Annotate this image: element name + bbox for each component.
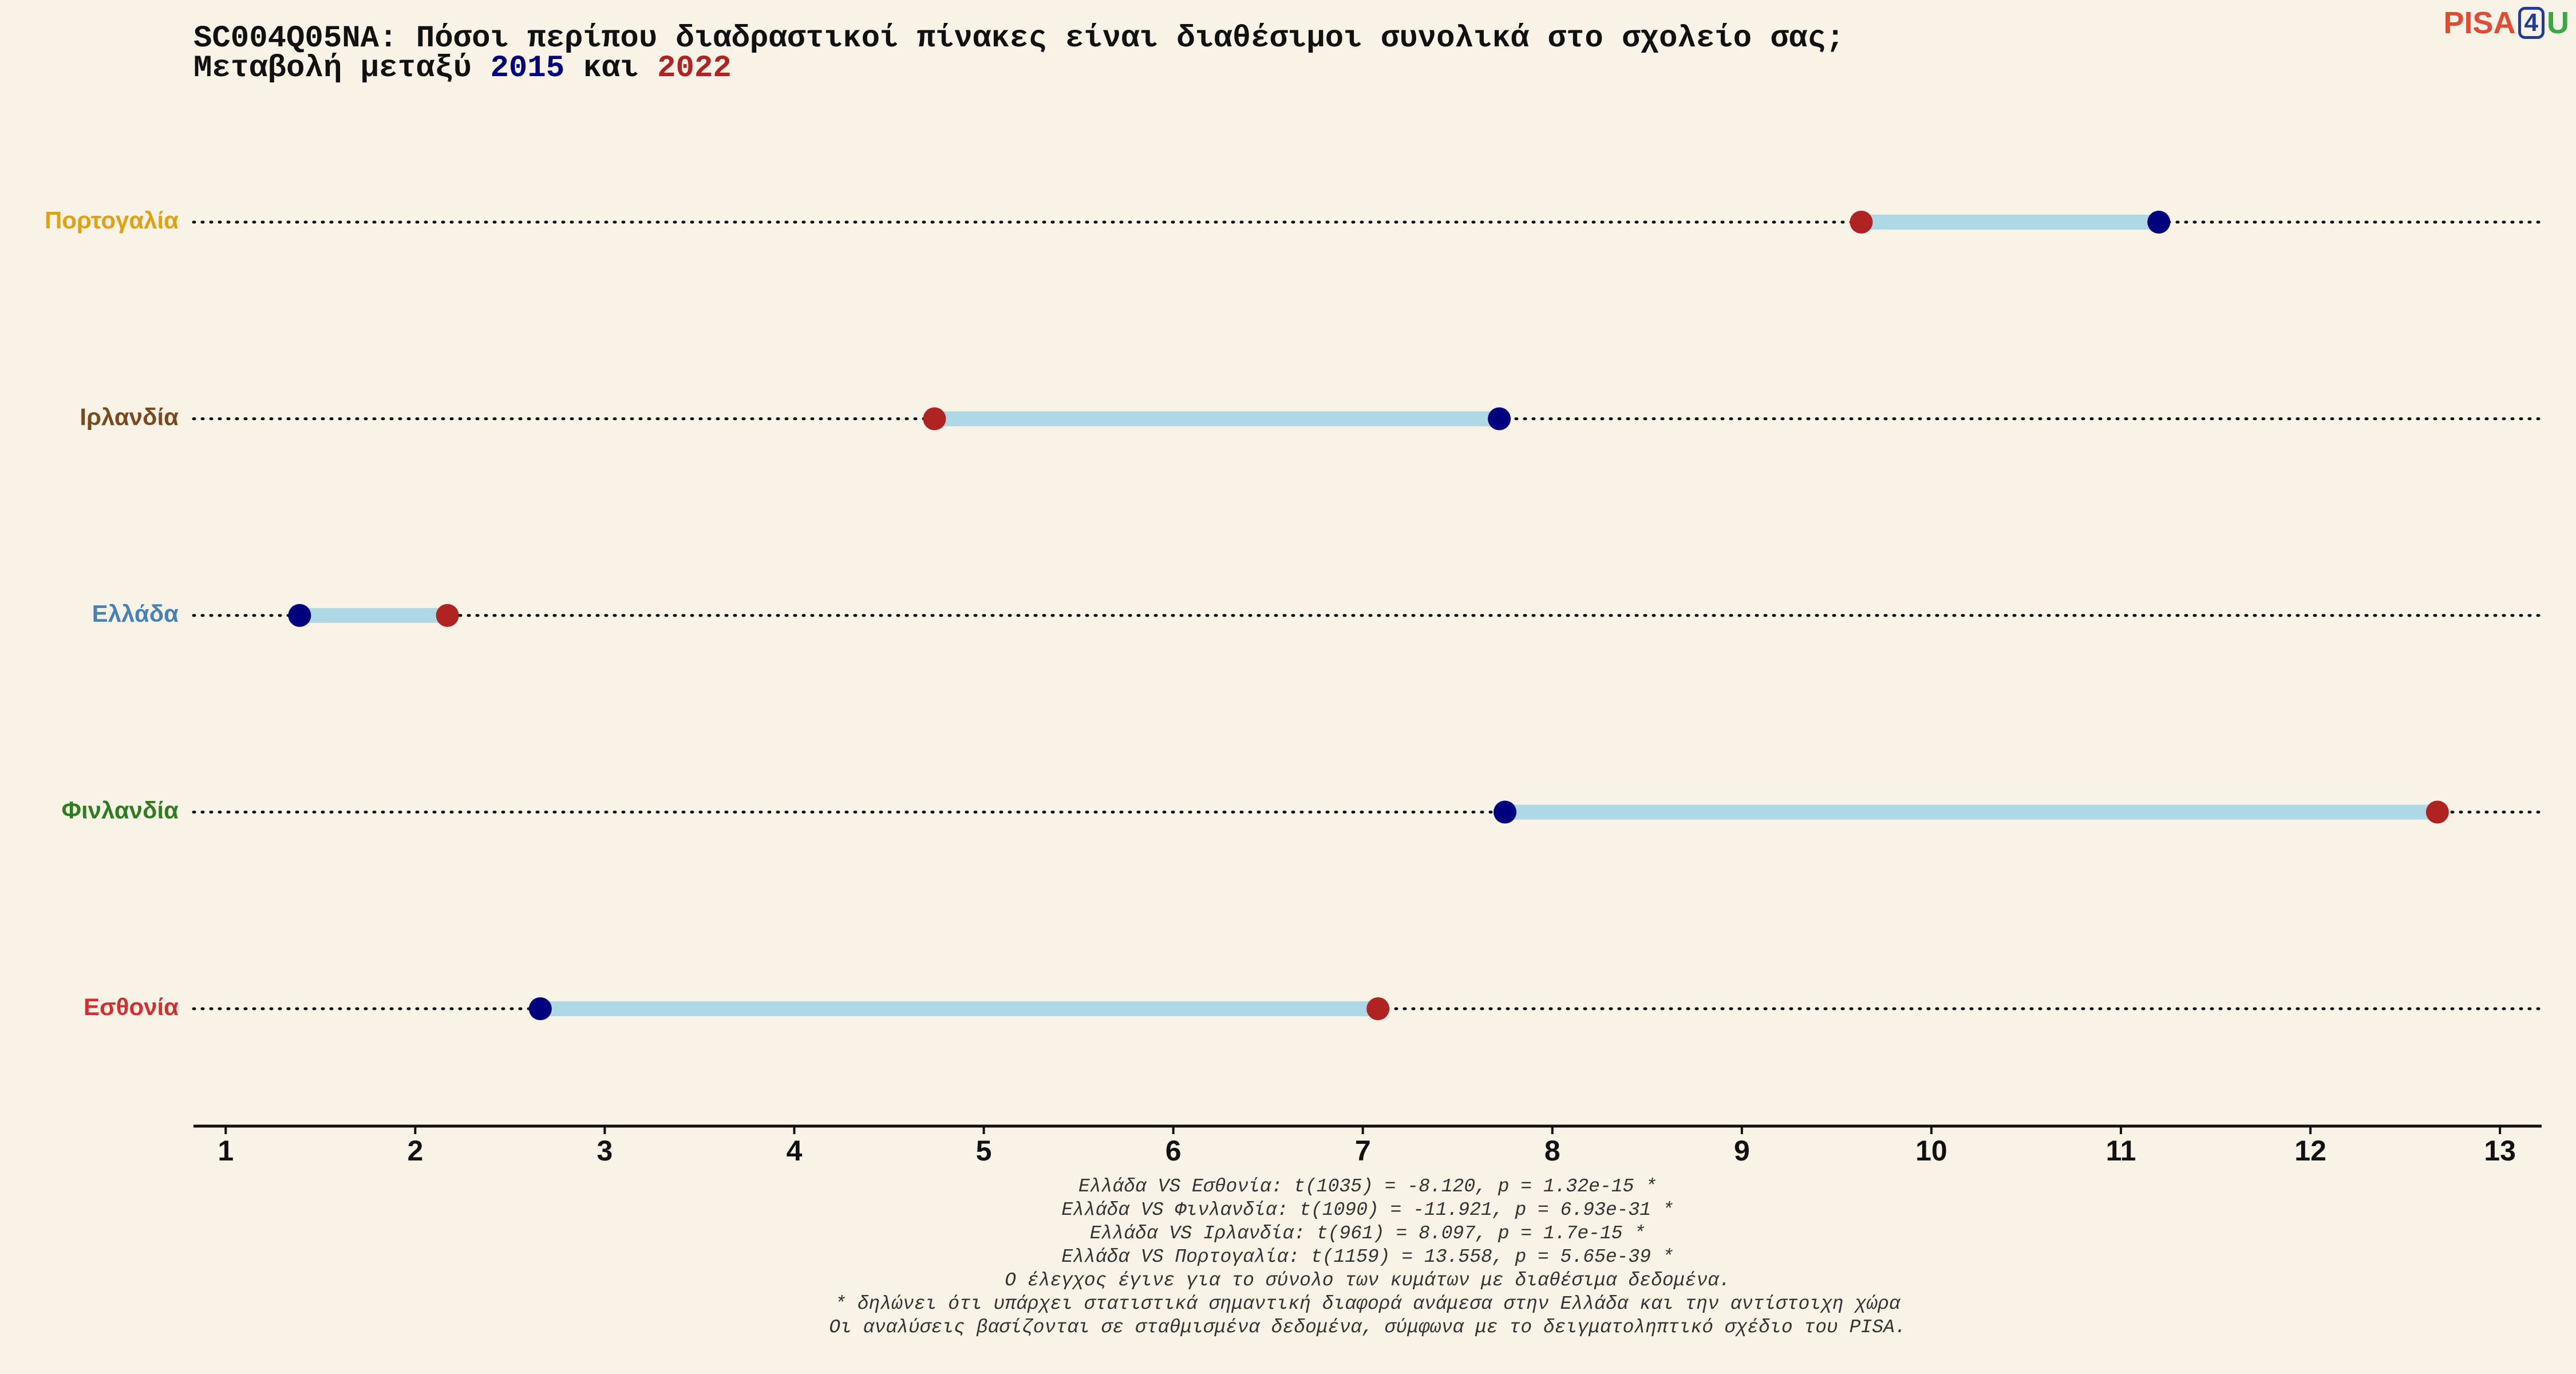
- note-line: Ελλάδα VS Εσθονία: t(1035) = -8.120, p =…: [1078, 1176, 1657, 1197]
- note-line: Οι αναλύσεις βασίζονται σε σταθμισμένα δ…: [829, 1317, 1906, 1338]
- statistical-notes: Ελλάδα VS Εσθονία: t(1035) = -8.120, p =…: [193, 1175, 2542, 1339]
- note-line: Ελλάδα VS Πορτογαλία: t(1159) = 13.558, …: [1061, 1246, 1674, 1268]
- x-tick-label: 11: [2106, 1135, 2136, 1167]
- logo-text-pisa: PISA: [2443, 6, 2516, 40]
- x-tick-label: 8: [1544, 1135, 1560, 1167]
- x-axis: 1 2 3 4 5 6 7 8 9 10 11 12 13: [193, 1124, 2542, 1167]
- x-tick-label: 13: [2484, 1135, 2516, 1167]
- note-line: Ελλάδα VS Φινλανδία: t(1090) = -11.921, …: [1061, 1199, 1674, 1221]
- logo-text-4: 4: [2518, 7, 2545, 39]
- x-tick-label: 6: [1165, 1135, 1182, 1167]
- note-line: Ο έλεγχος έγινε για το σύνολο των κυμάτω…: [1005, 1270, 1730, 1291]
- point-2015: [528, 997, 552, 1020]
- country-label: Φινλανδία: [62, 797, 179, 824]
- point-2022: [436, 604, 459, 627]
- country-label: Πορτογαλία: [45, 207, 179, 234]
- point-2015: [1494, 800, 1517, 824]
- x-tick-label: 10: [1915, 1135, 1947, 1167]
- x-tick-label: 4: [787, 1135, 803, 1167]
- country-label: Ιρλανδία: [80, 404, 179, 431]
- pisa4u-logo: PISA 4 U: [2443, 5, 2569, 41]
- point-2015: [2147, 211, 2171, 234]
- point-2022: [923, 407, 946, 431]
- note-line: Ελλάδα VS Ιρλανδία: t(961) = 8.097, p = …: [1089, 1223, 1646, 1244]
- point-2015: [288, 604, 311, 627]
- title-line-2: Μεταβολή μεταξύ 2015 και 2022: [193, 51, 1844, 86]
- point-2022: [1366, 997, 1390, 1020]
- point-2022: [2425, 800, 2449, 824]
- x-tick-label: 2: [407, 1135, 423, 1167]
- country-label: Ελλάδα: [92, 600, 179, 627]
- title-line-2-prefix: Μεταβολή μεταξύ: [193, 51, 491, 86]
- x-tick-label: 3: [597, 1135, 613, 1167]
- title-year-2022: 2022: [657, 51, 732, 86]
- dumbbell-chart: Πορτογαλία Ιρλανδία Ελλάδα Φινλανδία Εσθονία…: [45, 207, 2543, 1167]
- rows-layer: Πορτογαλία Ιρλανδία Ελλάδα Φινλανδία Εσθονία: [45, 207, 2543, 1020]
- country-label: Εσθονία: [84, 993, 179, 1020]
- title-year-2015: 2015: [490, 51, 565, 86]
- chart-title: SC004Q05NA: Πόσοι περίπου διαδραστικοί π…: [193, 21, 1845, 86]
- title-line-2-middle: και: [564, 51, 658, 86]
- x-tick-label: 7: [1355, 1135, 1371, 1167]
- x-tick-label: 5: [976, 1135, 992, 1167]
- logo-text-u: U: [2547, 6, 2569, 40]
- x-tick-label: 1: [218, 1135, 234, 1167]
- point-2015: [1488, 407, 1511, 431]
- note-line: * δηλώνει ότι υπάρχει στατιστικά σημαντι…: [835, 1293, 1901, 1314]
- title-line-1: SC004Q05NA: Πόσοι περίπου διαδραστικοί π…: [193, 21, 1845, 56]
- x-tick-label: 9: [1734, 1135, 1750, 1167]
- x-tick-label: 12: [2294, 1135, 2326, 1167]
- point-2022: [1850, 211, 1873, 234]
